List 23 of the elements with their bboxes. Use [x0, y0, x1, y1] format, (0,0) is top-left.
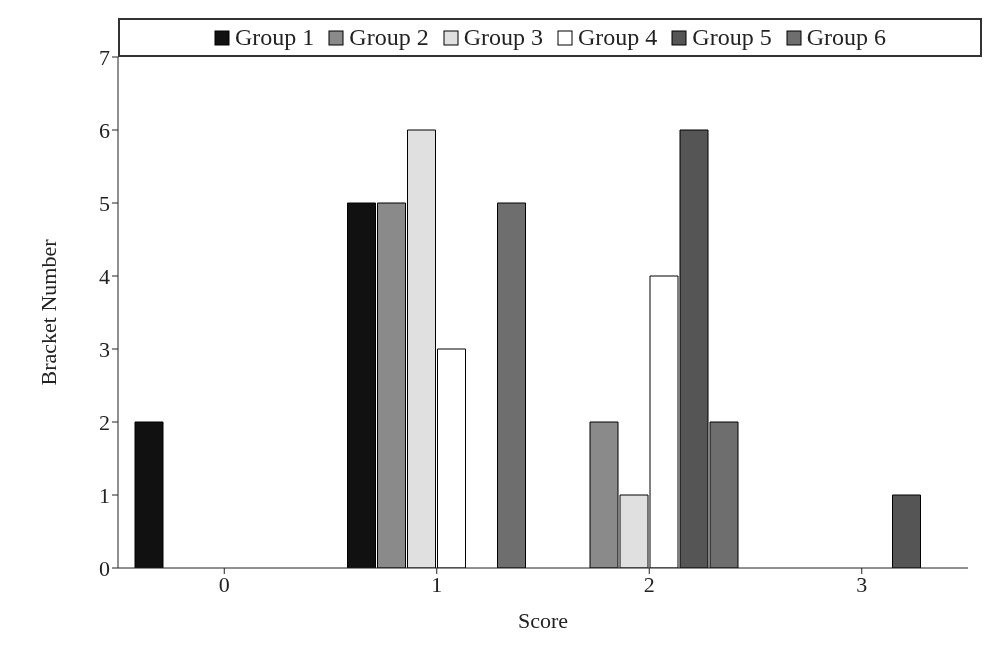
y-tick-label: 7: [99, 44, 110, 70]
x-tick-label: 1: [431, 571, 443, 597]
legend-label: Group 2: [349, 24, 429, 51]
legend-label: Group 1: [235, 24, 315, 51]
x-tick-label: 2: [643, 571, 655, 597]
x-tick-label: 0: [218, 571, 230, 597]
bar: [892, 494, 921, 568]
bar: [497, 202, 526, 568]
legend-label: Group 5: [692, 24, 772, 51]
y-tick-label: 6: [99, 117, 110, 143]
y-tick-label: 2: [99, 409, 110, 435]
legend-label: Group 4: [578, 24, 658, 51]
y-tick-label: 1: [99, 482, 110, 508]
x-tick-label: 3: [856, 571, 868, 597]
y-tick-label: 0: [99, 555, 110, 581]
y-tick-label: 5: [99, 190, 110, 216]
bar: [134, 421, 164, 568]
legend-label: Group 3: [463, 24, 543, 51]
legend-label: Group 6: [806, 24, 886, 51]
y-axis-title: Bracket Number: [35, 238, 61, 386]
y-tick-label: 3: [99, 336, 110, 362]
x-axis-title: Score: [517, 608, 569, 633]
y-tick-label: 4: [99, 263, 110, 289]
